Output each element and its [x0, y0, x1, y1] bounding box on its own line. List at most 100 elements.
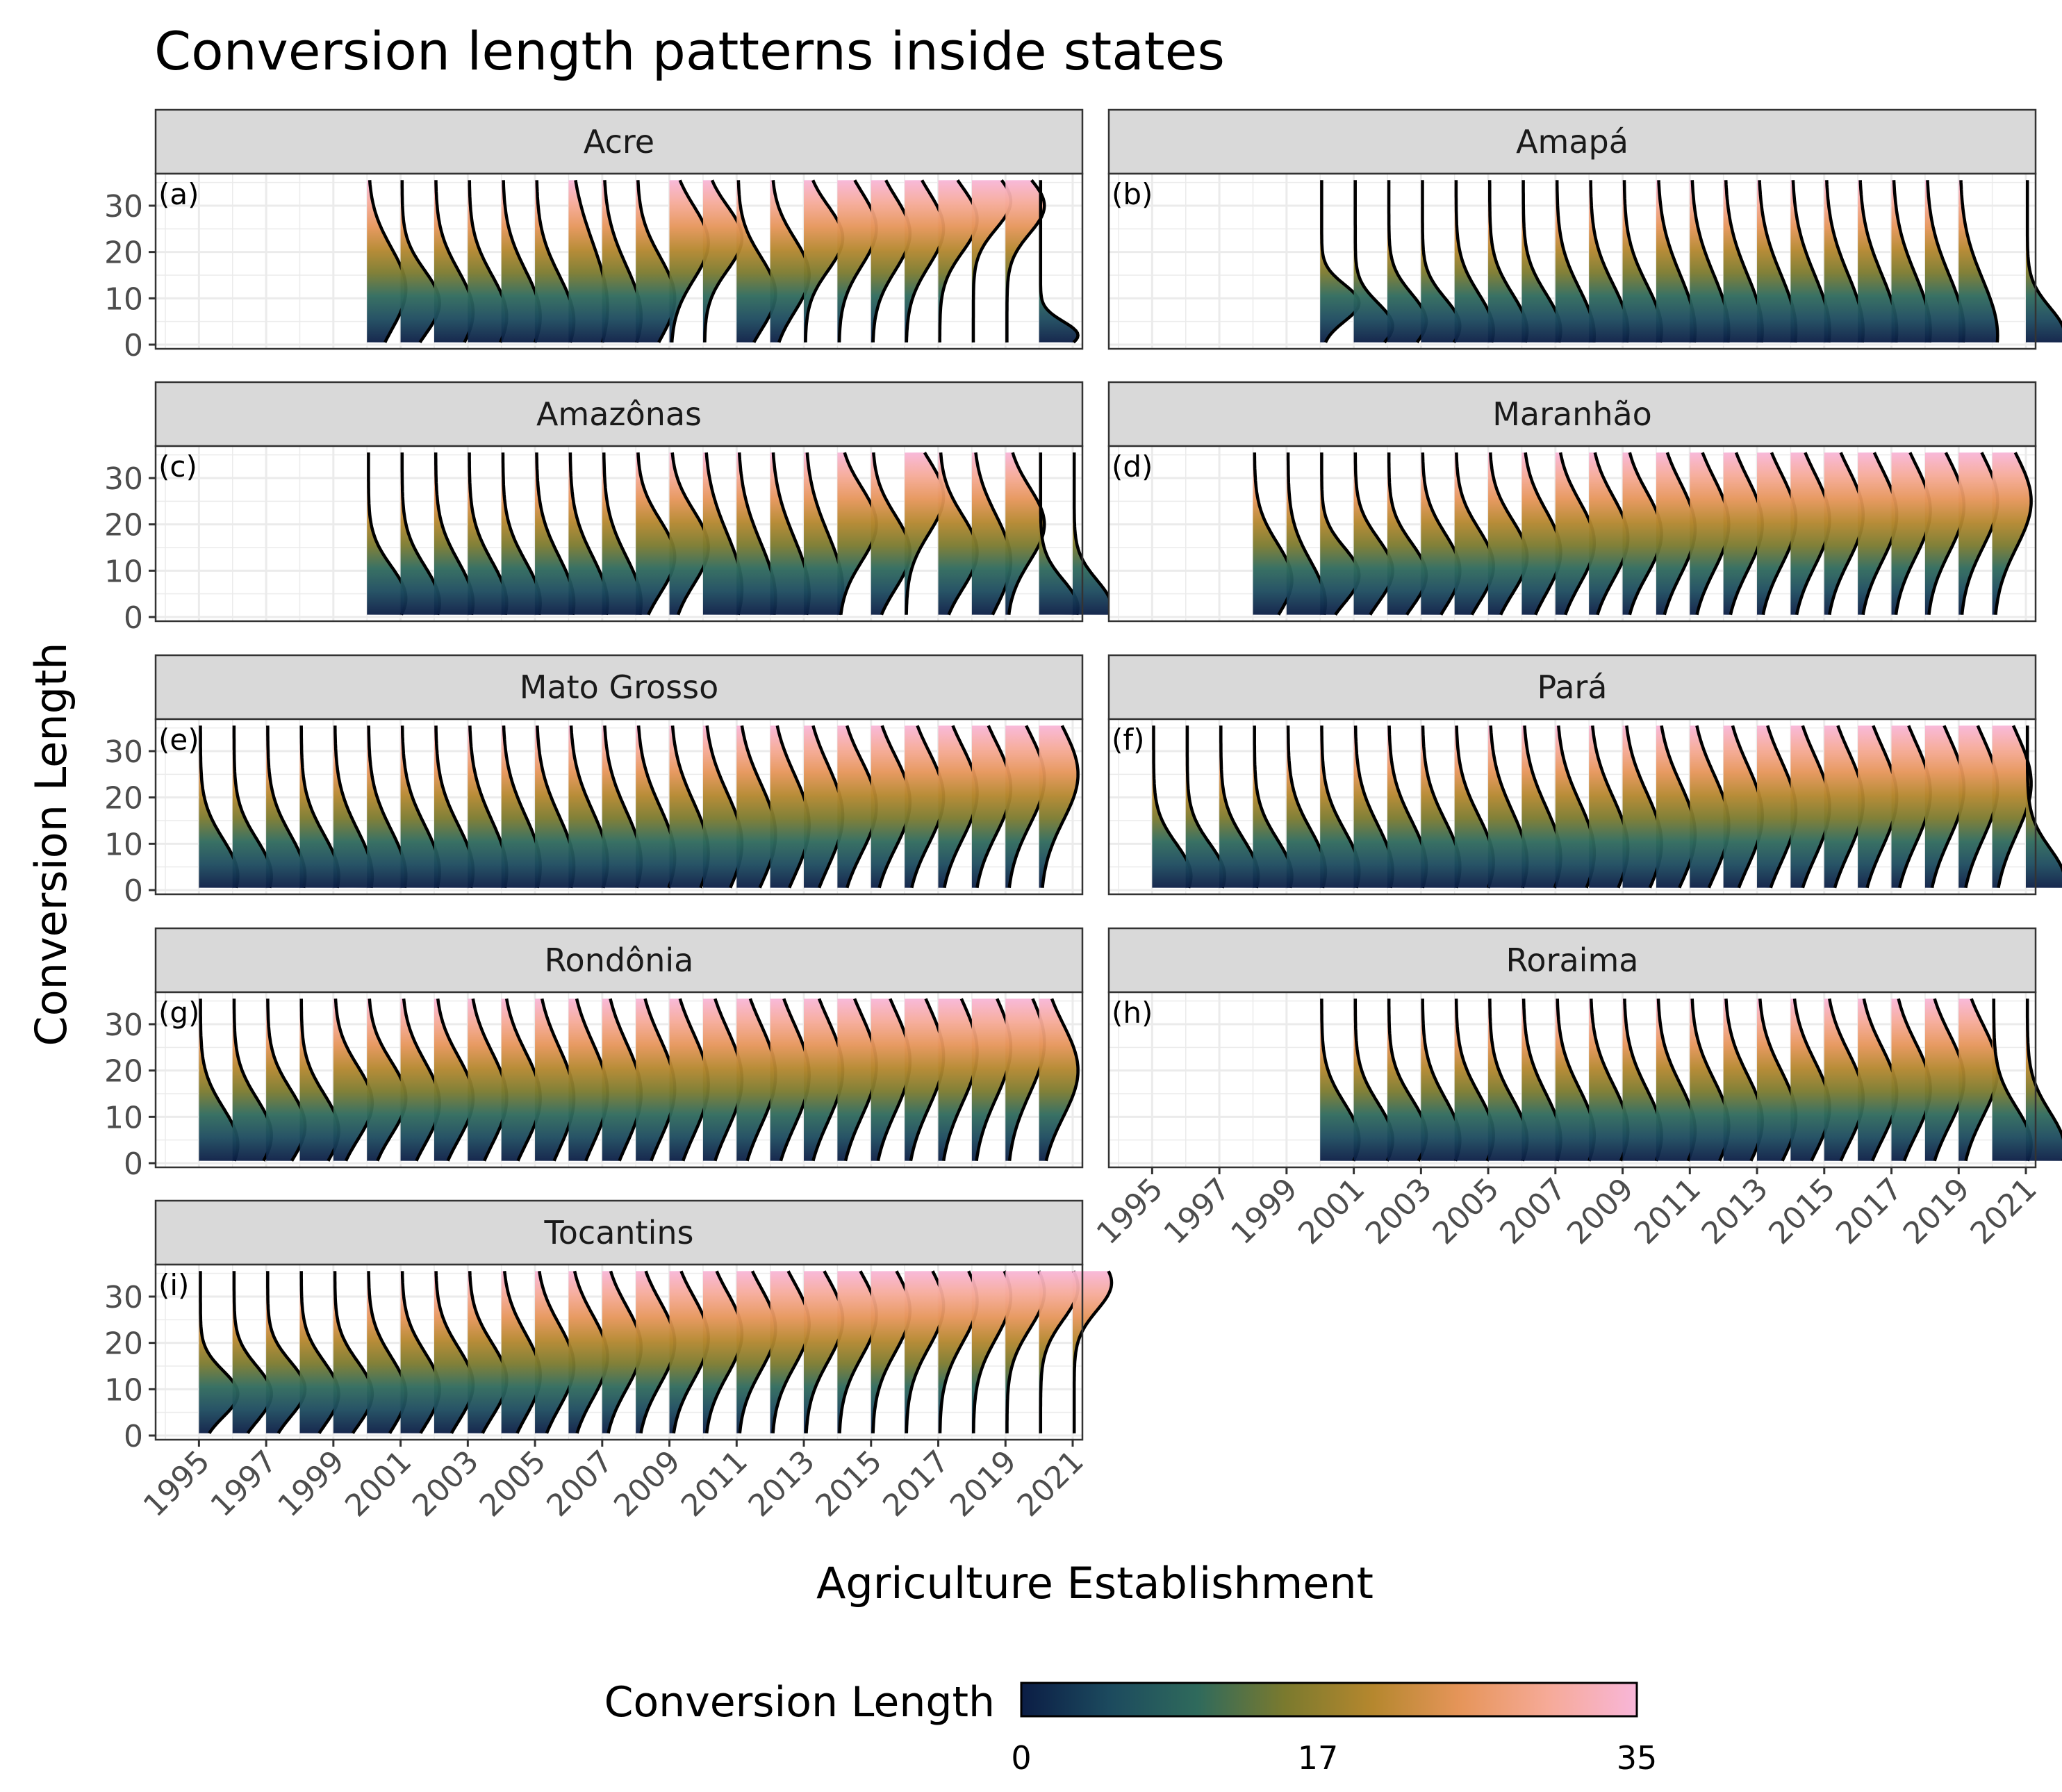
violin-fill [602, 452, 641, 615]
violin-fill [1039, 452, 1078, 615]
violin-fill [1353, 725, 1393, 888]
violin-fill [535, 998, 575, 1161]
violin-fill [1622, 180, 1662, 343]
violin-fill [837, 180, 877, 343]
y-tick-label: 0 [124, 1146, 143, 1182]
violin-fill [400, 1271, 440, 1433]
violin-fill [1723, 725, 1763, 888]
panel-tag: (c) [158, 450, 197, 484]
panel-tag: (f) [1112, 723, 1145, 757]
violin-fill [1690, 998, 1729, 1161]
violin-fill [232, 725, 272, 888]
y-tick-label: 10 [104, 1100, 143, 1135]
panel-strip [154, 1199, 1084, 1266]
panel-border [154, 991, 1084, 1169]
violin-fill [199, 998, 238, 1161]
violin-fill [400, 998, 440, 1161]
violin-fill [837, 452, 877, 615]
violin-fill [736, 1271, 776, 1433]
violin-outline [1039, 452, 1080, 616]
violin-outline [804, 179, 845, 343]
violin-fill [1924, 998, 1964, 1161]
violin-fill [1454, 452, 1494, 615]
violin-fill [1488, 998, 1528, 1161]
panel-mato-grosso: Mato Grosso (e) 0 10 20 30 [104, 654, 1084, 909]
panel-amazônas: Amazônas (c) 0 10 20 30 [104, 381, 1114, 636]
legend-min-label: 0 [1011, 1739, 1031, 1777]
violin-fill [1421, 452, 1460, 615]
panel-rondônia: Rondônia (g) 0 10 20 30 [104, 927, 1084, 1182]
x-tick-label: 2021 [1011, 1444, 1091, 1524]
violin-fill [1005, 725, 1045, 888]
violin-fill [1790, 180, 1830, 343]
violin-outline [2025, 725, 2062, 873]
x-tick-label: 2007 [1493, 1172, 1573, 1251]
violin-fill [1790, 452, 1830, 615]
violin-outline [1072, 1270, 1114, 1433]
violin-fill [1622, 452, 1662, 615]
violin-fill [400, 452, 440, 615]
violin-fill [770, 725, 809, 888]
violin-fill [736, 180, 776, 343]
violin-fill [804, 1271, 843, 1433]
violin-fill [468, 998, 507, 1161]
violin-fill [1858, 725, 1897, 888]
violin-fill [1891, 998, 1931, 1161]
violin-fill [1958, 452, 1998, 615]
violin-outline [1072, 452, 1114, 616]
x-tick-label: 1999 [1224, 1172, 1304, 1251]
y-tick-label: 30 [104, 734, 143, 770]
panel-strip [1107, 654, 2037, 721]
violin-fill [1690, 180, 1729, 343]
violin-fill [199, 725, 238, 888]
panel-border [154, 1263, 1084, 1441]
violin-fill [1589, 452, 1628, 615]
y-tick-label: 10 [104, 1372, 143, 1408]
panel-strip [154, 654, 1084, 721]
panel-border [1107, 172, 2037, 350]
violin-fill [602, 725, 641, 888]
x-tick-label: 1997 [1157, 1172, 1237, 1251]
violin-fill [568, 180, 608, 343]
violin-fill [1924, 725, 1964, 888]
violin-fill [1253, 452, 1292, 615]
violin-fill [468, 1271, 507, 1433]
violin-fill [333, 1271, 372, 1433]
x-tick-label: 2019 [943, 1444, 1023, 1524]
y-tick-label: 10 [104, 554, 143, 589]
y-tick-label: 30 [104, 1008, 143, 1043]
violin-fill [367, 725, 406, 888]
violin-fill [669, 180, 709, 343]
violin-fill [971, 1271, 1011, 1433]
violin-fill [669, 1271, 709, 1433]
violin-outline [2025, 180, 2062, 329]
violin-fill [1891, 452, 1931, 615]
violin-fill [1488, 725, 1528, 888]
violin-fill [535, 1271, 575, 1433]
violin-fill [837, 1271, 877, 1433]
violin-fill [1690, 452, 1729, 615]
panel-border [154, 445, 1084, 623]
y-tick-label: 20 [104, 1054, 143, 1090]
violin-fill [1824, 180, 1863, 343]
violin-fill [1353, 998, 1393, 1161]
panel-border [1107, 445, 2037, 623]
violin-fill [434, 998, 473, 1161]
violin-fill [938, 180, 978, 343]
violin-outline [738, 1270, 777, 1433]
violin-fill [568, 1271, 608, 1433]
violin-fill [971, 452, 1011, 615]
violin-fill [1454, 998, 1494, 1161]
violin-fill [434, 725, 473, 888]
violin-fill [804, 725, 843, 888]
violin-outline [636, 452, 677, 616]
violin-fill [938, 1271, 978, 1433]
panel-maranhão: Maranhão (d) [1107, 381, 2037, 623]
violin-fill [702, 998, 742, 1161]
x-tick-label: 2019 [1897, 1172, 1977, 1251]
violin-fill [1958, 998, 1998, 1161]
violin-outline [1489, 452, 1529, 616]
violin-fill [602, 998, 641, 1161]
violin-fill [736, 725, 776, 888]
violin-fill [568, 452, 608, 615]
